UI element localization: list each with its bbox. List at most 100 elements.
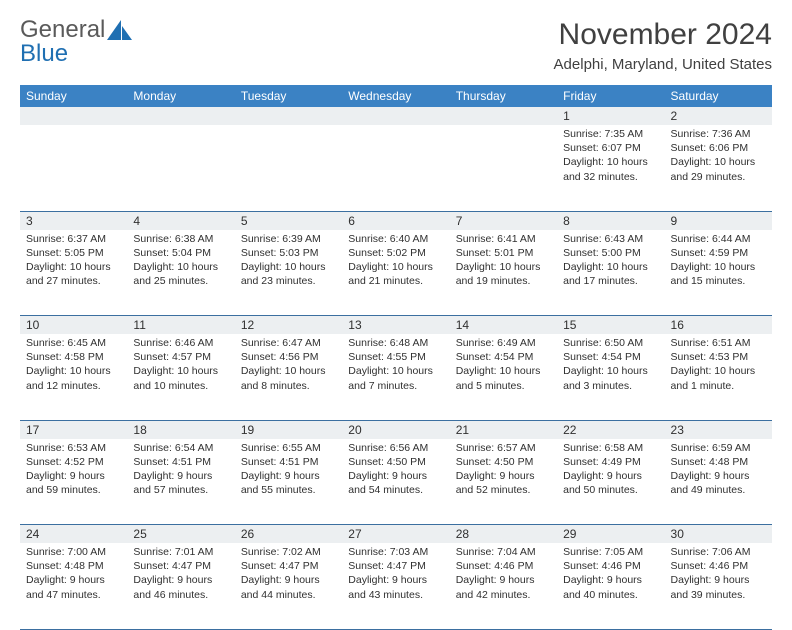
day-number: 6	[342, 211, 449, 230]
day-number	[342, 107, 449, 125]
day-number: 7	[450, 211, 557, 230]
location: Adelphi, Maryland, United States	[554, 56, 772, 73]
day-number: 19	[235, 420, 342, 439]
day-details: Sunrise: 6:44 AMSunset: 4:59 PMDaylight:…	[671, 232, 766, 289]
day-number: 21	[450, 420, 557, 439]
day-cell	[20, 125, 127, 211]
day-details: Sunrise: 6:46 AMSunset: 4:57 PMDaylight:…	[133, 336, 228, 393]
day-cell: Sunrise: 6:54 AMSunset: 4:51 PMDaylight:…	[127, 439, 234, 525]
day-details: Sunrise: 6:45 AMSunset: 4:58 PMDaylight:…	[26, 336, 121, 393]
day-number: 28	[450, 525, 557, 544]
day-number: 25	[127, 525, 234, 544]
day-cell: Sunrise: 6:48 AMSunset: 4:55 PMDaylight:…	[342, 334, 449, 420]
day-number: 3	[20, 211, 127, 230]
day-details: Sunrise: 6:39 AMSunset: 5:03 PMDaylight:…	[241, 232, 336, 289]
day-details: Sunrise: 6:58 AMSunset: 4:49 PMDaylight:…	[563, 441, 658, 498]
day-number: 8	[557, 211, 664, 230]
day-number: 18	[127, 420, 234, 439]
month-title: November 2024	[554, 18, 772, 52]
day-cell	[450, 125, 557, 211]
day-cell: Sunrise: 7:04 AMSunset: 4:46 PMDaylight:…	[450, 543, 557, 629]
day-cell	[127, 125, 234, 211]
weekday-header: Wednesday	[342, 85, 449, 107]
day-number	[127, 107, 234, 125]
day-details: Sunrise: 7:35 AMSunset: 6:07 PMDaylight:…	[563, 127, 658, 184]
calendar-table: Sunday Monday Tuesday Wednesday Thursday…	[20, 85, 772, 630]
day-number: 20	[342, 420, 449, 439]
day-details: Sunrise: 7:36 AMSunset: 6:06 PMDaylight:…	[671, 127, 766, 184]
day-details: Sunrise: 7:00 AMSunset: 4:48 PMDaylight:…	[26, 545, 121, 602]
day-details: Sunrise: 6:57 AMSunset: 4:50 PMDaylight:…	[456, 441, 551, 498]
weekday-header: Sunday	[20, 85, 127, 107]
header: General Blue November 2024 Adelphi, Mary…	[20, 18, 772, 73]
day-cell: Sunrise: 7:06 AMSunset: 4:46 PMDaylight:…	[665, 543, 772, 629]
day-details: Sunrise: 7:01 AMSunset: 4:47 PMDaylight:…	[133, 545, 228, 602]
day-details: Sunrise: 6:43 AMSunset: 5:00 PMDaylight:…	[563, 232, 658, 289]
day-details: Sunrise: 7:04 AMSunset: 4:46 PMDaylight:…	[456, 545, 551, 602]
day-cell: Sunrise: 7:00 AMSunset: 4:48 PMDaylight:…	[20, 543, 127, 629]
weekday-header: Monday	[127, 85, 234, 107]
day-number: 9	[665, 211, 772, 230]
day-number: 1	[557, 107, 664, 125]
day-details: Sunrise: 7:05 AMSunset: 4:46 PMDaylight:…	[563, 545, 658, 602]
day-cell: Sunrise: 7:02 AMSunset: 4:47 PMDaylight:…	[235, 543, 342, 629]
day-cell: Sunrise: 6:38 AMSunset: 5:04 PMDaylight:…	[127, 230, 234, 316]
day-number: 2	[665, 107, 772, 125]
logo-line1: General	[20, 18, 105, 42]
day-cell: Sunrise: 6:51 AMSunset: 4:53 PMDaylight:…	[665, 334, 772, 420]
day-cell: Sunrise: 6:37 AMSunset: 5:05 PMDaylight:…	[20, 230, 127, 316]
day-details: Sunrise: 6:51 AMSunset: 4:53 PMDaylight:…	[671, 336, 766, 393]
day-cell: Sunrise: 7:05 AMSunset: 4:46 PMDaylight:…	[557, 543, 664, 629]
day-number: 22	[557, 420, 664, 439]
weekday-header: Tuesday	[235, 85, 342, 107]
day-content-row: Sunrise: 6:45 AMSunset: 4:58 PMDaylight:…	[20, 334, 772, 420]
day-number	[20, 107, 127, 125]
day-number	[235, 107, 342, 125]
day-number-row: 10111213141516	[20, 316, 772, 335]
day-cell: Sunrise: 7:01 AMSunset: 4:47 PMDaylight:…	[127, 543, 234, 629]
day-cell: Sunrise: 6:59 AMSunset: 4:48 PMDaylight:…	[665, 439, 772, 525]
weekday-header: Saturday	[665, 85, 772, 107]
weekday-header-row: Sunday Monday Tuesday Wednesday Thursday…	[20, 85, 772, 107]
day-cell: Sunrise: 6:56 AMSunset: 4:50 PMDaylight:…	[342, 439, 449, 525]
day-details: Sunrise: 6:54 AMSunset: 4:51 PMDaylight:…	[133, 441, 228, 498]
day-details: Sunrise: 6:40 AMSunset: 5:02 PMDaylight:…	[348, 232, 443, 289]
day-number: 24	[20, 525, 127, 544]
day-details: Sunrise: 6:49 AMSunset: 4:54 PMDaylight:…	[456, 336, 551, 393]
day-number-row: 12	[20, 107, 772, 125]
day-cell: Sunrise: 6:39 AMSunset: 5:03 PMDaylight:…	[235, 230, 342, 316]
day-number: 27	[342, 525, 449, 544]
day-content-row: Sunrise: 6:53 AMSunset: 4:52 PMDaylight:…	[20, 439, 772, 525]
day-details: Sunrise: 6:48 AMSunset: 4:55 PMDaylight:…	[348, 336, 443, 393]
logo: General Blue	[20, 18, 133, 66]
day-number: 10	[20, 316, 127, 335]
day-number: 13	[342, 316, 449, 335]
day-cell: Sunrise: 7:35 AMSunset: 6:07 PMDaylight:…	[557, 125, 664, 211]
day-number: 16	[665, 316, 772, 335]
day-number: 4	[127, 211, 234, 230]
day-details: Sunrise: 6:37 AMSunset: 5:05 PMDaylight:…	[26, 232, 121, 289]
day-details: Sunrise: 6:56 AMSunset: 4:50 PMDaylight:…	[348, 441, 443, 498]
day-cell: Sunrise: 6:50 AMSunset: 4:54 PMDaylight:…	[557, 334, 664, 420]
day-cell: Sunrise: 6:53 AMSunset: 4:52 PMDaylight:…	[20, 439, 127, 525]
day-number: 29	[557, 525, 664, 544]
day-cell: Sunrise: 6:49 AMSunset: 4:54 PMDaylight:…	[450, 334, 557, 420]
day-number: 23	[665, 420, 772, 439]
day-content-row: Sunrise: 6:37 AMSunset: 5:05 PMDaylight:…	[20, 230, 772, 316]
day-details: Sunrise: 7:02 AMSunset: 4:47 PMDaylight:…	[241, 545, 336, 602]
day-details: Sunrise: 6:50 AMSunset: 4:54 PMDaylight:…	[563, 336, 658, 393]
day-details: Sunrise: 6:41 AMSunset: 5:01 PMDaylight:…	[456, 232, 551, 289]
day-cell: Sunrise: 6:44 AMSunset: 4:59 PMDaylight:…	[665, 230, 772, 316]
day-cell: Sunrise: 6:57 AMSunset: 4:50 PMDaylight:…	[450, 439, 557, 525]
day-number	[450, 107, 557, 125]
day-cell: Sunrise: 6:43 AMSunset: 5:00 PMDaylight:…	[557, 230, 664, 316]
day-number: 11	[127, 316, 234, 335]
day-details: Sunrise: 6:47 AMSunset: 4:56 PMDaylight:…	[241, 336, 336, 393]
day-number: 26	[235, 525, 342, 544]
day-cell: Sunrise: 6:58 AMSunset: 4:49 PMDaylight:…	[557, 439, 664, 525]
day-cell: Sunrise: 7:36 AMSunset: 6:06 PMDaylight:…	[665, 125, 772, 211]
day-number: 30	[665, 525, 772, 544]
day-number: 12	[235, 316, 342, 335]
day-details: Sunrise: 7:06 AMSunset: 4:46 PMDaylight:…	[671, 545, 766, 602]
logo-sail-icon	[107, 20, 133, 40]
